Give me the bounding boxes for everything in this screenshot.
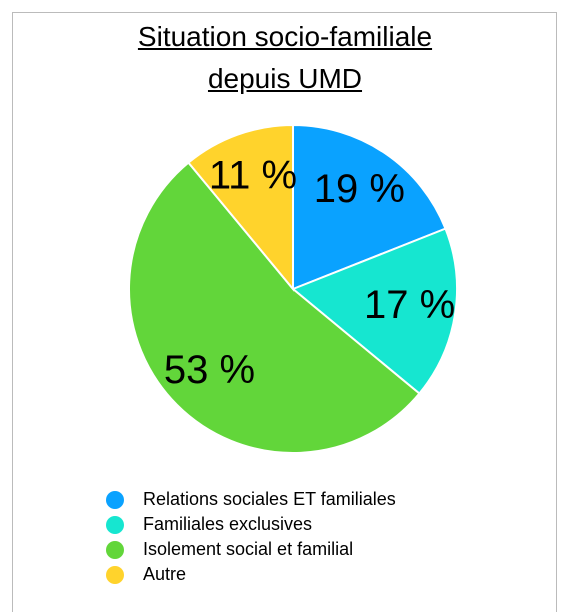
slice-label: 53 % — [164, 348, 255, 392]
pie-slice — [292, 123, 447, 291]
legend-marker — [106, 566, 124, 584]
legend-marker — [106, 491, 124, 509]
chart-title: Situation socio-familiale depuis UMD — [137, 21, 433, 94]
title-box: Situation socio-familiale depuis UMD — [0, 16, 570, 100]
legend-label: Isolement social et familial — [143, 539, 353, 559]
frame — [12, 12, 557, 612]
pie-slice — [291, 227, 458, 395]
legend-marker — [106, 516, 124, 534]
pie-slice — [187, 123, 294, 292]
pie-slice — [128, 161, 421, 454]
legend-marker — [106, 541, 124, 559]
legend-label: Familiales exclusives — [143, 514, 312, 534]
page: Situation socio-familiale depuis UMD 19 … — [0, 12, 570, 612]
slice-label: 19 % — [314, 167, 405, 211]
legend-label: Relations sociales ET familiales — [143, 489, 396, 509]
slice-label: 11 % — [209, 153, 297, 197]
slice-label: 17 % — [364, 283, 455, 327]
legend-label: Autre — [143, 564, 186, 584]
chart: 19 % 17 % 53 % 11 % Relations sociales ET fa… — [106, 123, 458, 584]
